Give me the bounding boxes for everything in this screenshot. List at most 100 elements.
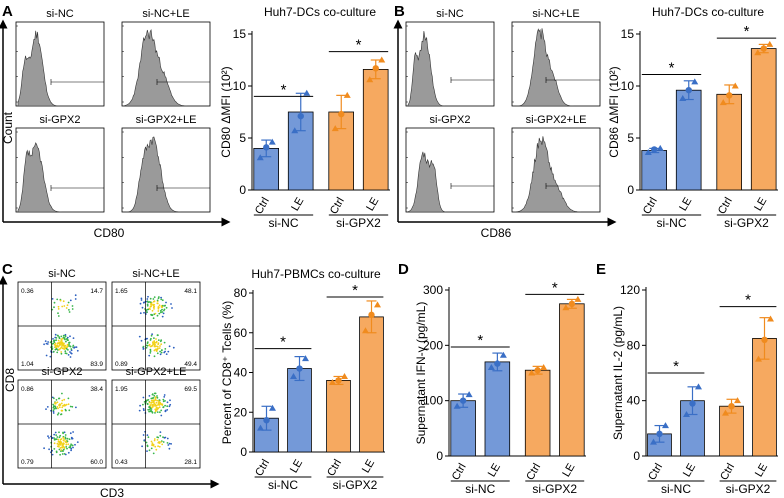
panel-c-flow-4-event: [148, 395, 151, 397]
panel-c-flow-4-event: [162, 436, 164, 439]
panel-c-flow-4-event: [169, 403, 172, 406]
panel-c-flow-4-event: [158, 441, 161, 443]
panel-c-flow-1-event: [57, 308, 60, 310]
panel-c-flow-1-event: [65, 347, 68, 350]
panel-c-flow-2-q-lr: 49.4: [184, 361, 197, 368]
panel-c-flow-3-event: [55, 399, 58, 401]
chart-c-data-point: [290, 372, 297, 379]
panel-c-flow-3-event: [59, 441, 62, 444]
panel-c-flow-4-event: [164, 404, 167, 407]
panel-c-flow-3-event: [58, 397, 61, 400]
panel-c-flow-3-event: [62, 448, 65, 451]
panel-c-flow-2-event: [152, 303, 155, 306]
panel-c-flow-3-event: [68, 409, 71, 412]
panel-c-flow-4-q-ll: 0.43: [115, 459, 128, 466]
panel-c-flow-4-event: [151, 443, 154, 446]
panel-c-flow-2-event: [150, 303, 153, 306]
chart-c-group-label: si-GPX2: [333, 478, 378, 492]
panel-a-histogram-3-title: si-GPX2: [40, 114, 81, 126]
panel-c-flow-4-event: [161, 443, 164, 446]
panel-c-flow-4-event: [142, 396, 145, 399]
panel-c-flow-4-event: [160, 409, 163, 412]
panel-c-flow-4-event: [159, 434, 162, 437]
panel-c-flow-3-event: [70, 449, 72, 452]
panel-a-histogram-1-title: si-NC: [46, 8, 74, 20]
panel-c-flow-3-event: [61, 392, 63, 395]
panel-c-flow-2-event: [140, 339, 143, 342]
chart-a-data-point: [263, 144, 270, 151]
chart-c-x-tick-label: Ctrl: [325, 458, 344, 479]
panel-c-flow-1-event: [70, 348, 73, 350]
chart-d-data-point: [465, 391, 473, 398]
panel-b-histogram-4: si-GPX2+LE: [511, 114, 601, 213]
chart-a-data-point: [378, 56, 386, 63]
panel-c-flow-2-event: [149, 348, 152, 351]
panel-c-flow-2-event: [168, 345, 171, 348]
panel-c-flow-2-event: [170, 303, 172, 305]
panel-c-flow-1-event: [67, 354, 70, 356]
panel-c-flow-2-event: [159, 309, 162, 312]
panel-c-flow-4-event: [150, 447, 153, 450]
panel-c-flow-2-event: [148, 344, 151, 346]
panel-c-flow-3-event: [71, 444, 74, 447]
panel-a-histogram-4-histogram: [124, 136, 208, 213]
panel-c-flow-1-event: [56, 342, 59, 344]
panel-c-flow-3-event: [58, 445, 60, 448]
chart-a-x-tick-label: LE: [364, 196, 381, 214]
panel-c-flow-1-event: [68, 309, 70, 311]
chart-a-data-point: [268, 138, 276, 145]
chart-a-y-label: CD80 ΔMFI (10²): [219, 66, 233, 157]
chart-b-data-point: [731, 82, 739, 89]
panel-c-flow-2-event: [160, 343, 163, 346]
panel-c-flow-2-event: [149, 352, 152, 354]
panel-c-flow-4-event: [158, 406, 161, 409]
chart-a-y-tick-label: 10: [233, 79, 247, 93]
panel-c-flow-2-event: [156, 299, 159, 302]
panel-c-flow-3-event: [65, 409, 67, 412]
panel-c-flow-4-event: [155, 406, 158, 409]
chart-b-bar-3: [716, 93, 742, 191]
chart-e-y-tick-label: 120: [620, 283, 640, 297]
panel-c-flow-2-event: [146, 341, 149, 343]
panel-c-flow-4-event: [146, 434, 149, 436]
panel-c-flow-1-event: [71, 305, 74, 307]
panel-c-flow-2-event: [162, 312, 165, 315]
chart-c-y-tick-label: 20: [234, 405, 248, 419]
panel-c-flow-3-event: [53, 433, 56, 436]
chart-c-data-point: [341, 372, 348, 379]
panel-c-flow-2-event: [158, 306, 160, 309]
panel-c-flow-2-event: [150, 345, 153, 348]
panel-c-flow-3-event: [54, 431, 57, 434]
panel-c-flow-3-event: [69, 432, 72, 435]
chart-c-y-tick-label: 40: [234, 366, 248, 380]
panel-c-flow-3-event: [57, 412, 60, 415]
panel-c-flow-3-event: [53, 437, 56, 439]
panel-c-flow-1-event: [60, 343, 62, 346]
panel-c-flow-2-event: [161, 308, 163, 311]
panel-c-flow-4-event: [166, 437, 169, 440]
panel-c-flow-1-event: [44, 340, 47, 342]
chart-e-data-point: [695, 383, 702, 390]
panel-c-flow-2-event: [171, 307, 173, 309]
panel-c-flow-4-event: [152, 444, 155, 447]
panel-c-flow-1-event: [62, 344, 64, 346]
panel-c-flow-4-event: [148, 449, 151, 452]
panel-c-flow-1-event: [66, 343, 69, 346]
chart-a-bar-4: [362, 69, 389, 191]
panel-c-flow-4-event: [156, 439, 159, 441]
chart-b-x-tick-label: LE: [752, 196, 769, 214]
panel-c-flow-4-event: [149, 406, 151, 409]
chart-c-data-point: [257, 424, 264, 431]
panel-c-flow-4-event: [152, 397, 155, 399]
chart-e-data-point: [683, 411, 690, 417]
panel-c-flow-2-event: [139, 302, 142, 305]
panel-c-flow-4-event: [162, 400, 165, 403]
panel-c-flow-1-event: [69, 351, 71, 353]
chart-d-y-label: Supernatant IFN-γ (pg/mL): [414, 302, 428, 445]
panel-c-flow-3-event: [71, 405, 74, 408]
panel-c-flow-4-event: [149, 404, 152, 407]
panel-c-flow-2-event: [149, 297, 152, 300]
chart-b-bar-1: [641, 150, 667, 191]
chart-e-data-point: [728, 403, 735, 410]
chart-a-y-tick-label: 15: [233, 27, 247, 41]
